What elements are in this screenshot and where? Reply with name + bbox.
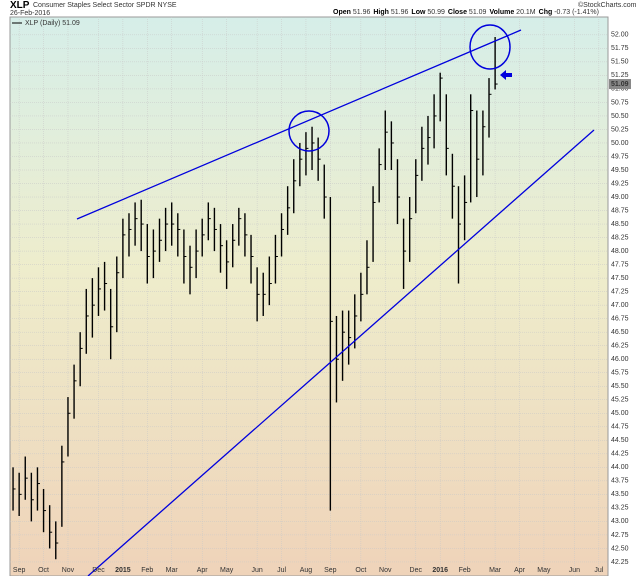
x-tick-label: Jul (277, 567, 286, 574)
price-badge (609, 79, 631, 90)
y-tick-label: 49.50 (611, 167, 629, 174)
x-tick-label: Mar (166, 567, 179, 574)
header: XLP Consumer Staples Select Sector SPDR … (0, 0, 640, 17)
stat-value: 50.99 (427, 9, 445, 16)
y-tick-label: 42.50 (611, 545, 629, 552)
stat-label: Low (411, 9, 426, 16)
x-tick-label: Jul (594, 567, 603, 574)
highlight-circle (469, 24, 511, 70)
y-tick-label: 44.00 (611, 464, 629, 471)
x-tick-label: Nov (379, 567, 392, 574)
stat: Close 51.09 (448, 9, 487, 16)
y-tick-label: 43.75 (611, 478, 629, 485)
x-tick-label: May (220, 567, 234, 574)
x-tick-label: Mar (489, 567, 502, 574)
stat-label: Open (333, 9, 351, 16)
y-tick-label: 51.25 (611, 72, 629, 79)
y-tick-label: 47.75 (611, 261, 629, 268)
stat: Chg -0.73 (-1.41%) (539, 9, 599, 16)
y-tick-label: 48.50 (611, 221, 629, 228)
highlight-circle (288, 110, 330, 152)
upper-trendline (76, 29, 522, 220)
symbol: XLP (10, 0, 30, 11)
stat: High 51.96 (373, 9, 408, 16)
y-tick-label: 42.25 (611, 559, 629, 566)
x-tick-label: Dec (92, 567, 105, 574)
credit: ©StockCharts.com (578, 2, 637, 9)
stat-label: Close (447, 9, 467, 16)
stat-label: Chg (538, 9, 553, 16)
y-tick-label: 47.25 (611, 288, 629, 295)
arrow (500, 70, 512, 80)
y-tick-label: 47.50 (611, 275, 629, 282)
x-tick-label: 2016 (432, 567, 448, 574)
x-tick-label: Apr (197, 567, 209, 574)
y-tick-label: 51.00 (611, 86, 629, 93)
y-tick-label: 50.50 (611, 113, 629, 120)
stat-value: 51.09 (468, 9, 487, 16)
y-tick-label: 50.25 (611, 126, 629, 133)
y-tick-label: 47.00 (611, 302, 629, 309)
y-tick-label: 49.25 (611, 180, 629, 187)
y-tick-label: 48.25 (611, 234, 629, 241)
y-tick-label: 48.75 (611, 207, 629, 214)
y-tick-label: 43.25 (611, 505, 629, 512)
y-tick-label: 45.50 (611, 383, 629, 390)
y-tick-label: 43.00 (611, 518, 629, 525)
y-tick-label: 46.25 (611, 343, 629, 350)
y-tick-label: 45.00 (611, 410, 629, 417)
stat-label: High (373, 9, 389, 16)
y-tick-label: 42.75 (611, 532, 629, 539)
stat: Low 50.99 (411, 9, 444, 16)
y-tick-label: 46.50 (611, 329, 629, 336)
x-tick-label: 2015 (115, 567, 131, 574)
stat: Open 51.96 (333, 9, 370, 16)
stats: Open 51.96 High 51.96 Low 50.99 Close 51.09… (333, 9, 599, 16)
x-tick-label: Feb (459, 567, 471, 574)
stat: Volume 20.1M (489, 9, 535, 16)
y-tick-label: 44.75 (611, 424, 629, 431)
stat-value: 51.96 (390, 9, 409, 16)
y-tick-label: 46.00 (611, 356, 629, 363)
x-tick-label: Sep (324, 567, 337, 574)
y-tick-label: 51.50 (611, 59, 629, 66)
date: 26-Feb-2016 (10, 10, 51, 17)
stat-value: -0.73 (-1.41%) (554, 9, 599, 16)
x-tick-label: Nov (62, 567, 75, 574)
x-tick-label: Jun (569, 567, 580, 574)
y-tick-label: 48.00 (611, 248, 629, 255)
y-tick-label: 50.75 (611, 99, 629, 106)
x-tick-label: Aug (300, 567, 313, 574)
y-tick-label: 46.75 (611, 316, 629, 323)
x-tick-label: Oct (38, 567, 49, 574)
description: Consumer Staples Select Sector SPDR NYSE (33, 2, 177, 9)
y-tick-label: 50.00 (611, 140, 629, 147)
y-tick-label: 43.50 (611, 491, 629, 498)
price-badge-label: 51.09 (611, 81, 629, 88)
y-tick-label: 49.75 (611, 153, 629, 160)
y-tick-label: 44.50 (611, 437, 629, 444)
y-tick-label: 49.00 (611, 194, 629, 201)
stat-value: 51.96 (352, 9, 371, 16)
legend-label: XLP (Daily) 51.09 (25, 20, 80, 27)
x-tick-label: Dec (410, 567, 423, 574)
plot-area (9, 16, 609, 576)
x-tick-label: Oct (355, 567, 366, 574)
y-tick-label: 44.25 (611, 451, 629, 458)
stat-label: Volume (489, 9, 515, 16)
stat-value: 20.1M (516, 9, 536, 16)
y-tick-label: 45.25 (611, 397, 629, 404)
x-tick-label: May (537, 567, 551, 574)
x-tick-label: Feb (141, 567, 153, 574)
y-tick-label: 52.00 (611, 32, 629, 39)
lower-trendline (87, 129, 595, 576)
x-tick-label: Apr (514, 567, 526, 574)
y-tick-label: 51.75 (611, 45, 629, 52)
x-tick-label: Jun (251, 567, 262, 574)
x-tick-label: Sep (13, 567, 26, 574)
y-tick-label: 45.75 (611, 370, 629, 377)
